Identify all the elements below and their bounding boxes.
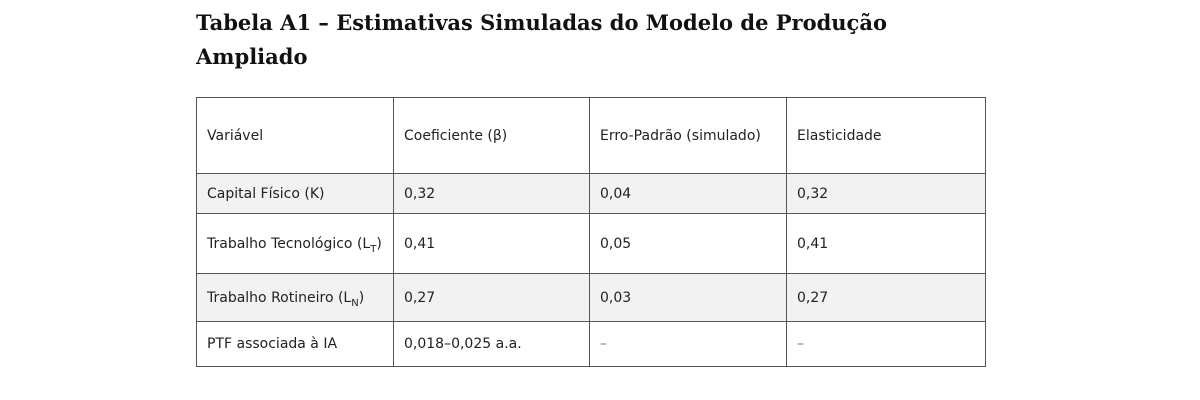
variable-subscript: N xyxy=(351,297,359,309)
cell-std-error: – xyxy=(589,321,787,367)
table-row: PTF associada à IA 0,018–0,025 a.a. – – xyxy=(196,321,986,367)
header-elasticity: Elasticidade xyxy=(786,97,986,174)
variable-subscript: T xyxy=(370,243,377,255)
cell-coefficient: 0,018–0,025 a.a. xyxy=(393,321,590,367)
table-header-row: Variável Coeficiente (β) Erro-Padrão (si… xyxy=(196,97,986,174)
estimates-table: Variável Coeficiente (β) Erro-Padrão (si… xyxy=(196,97,986,367)
cell-coefficient: 0,32 xyxy=(393,173,590,214)
cell-elasticity: 0,27 xyxy=(786,273,986,322)
cell-variable: Capital Físico (K) xyxy=(196,173,394,214)
cell-std-error: 0,03 xyxy=(589,273,787,322)
variable-name: Trabalho Tecnológico (L xyxy=(207,235,371,252)
cell-std-error: 0,04 xyxy=(589,173,787,214)
cell-coefficient: 0,27 xyxy=(393,273,590,322)
variable-name: Trabalho Rotineiro (L xyxy=(207,289,352,306)
header-variable: Variável xyxy=(196,97,394,174)
cell-elasticity: – xyxy=(786,321,986,367)
cell-variable: PTF associada à IA xyxy=(196,321,394,367)
variable-suffix: ) xyxy=(376,235,382,252)
cell-elasticity: 0,32 xyxy=(786,173,986,214)
table-row: Trabalho Tecnológico (LT) 0,41 0,05 0,41 xyxy=(196,213,986,274)
document: Tabela A1 – Estimativas Simuladas do Mod… xyxy=(196,0,996,367)
cell-variable: Trabalho Tecnológico (LT) xyxy=(196,213,394,274)
table-title: Tabela A1 – Estimativas Simuladas do Mod… xyxy=(196,10,887,69)
header-std-error: Erro-Padrão (simulado) xyxy=(589,97,787,174)
cell-coefficient: 0,41 xyxy=(393,213,590,274)
table-row: Capital Físico (K) 0,32 0,04 0,32 xyxy=(196,173,986,214)
header-coefficient: Coeficiente (β) xyxy=(393,97,590,174)
table-row: Trabalho Rotineiro (LN) 0,27 0,03 0,27 xyxy=(196,273,986,322)
variable-suffix: ) xyxy=(358,289,365,306)
cell-std-error: 0,05 xyxy=(589,213,787,274)
cell-variable: Trabalho Rotineiro (LN) xyxy=(196,273,394,322)
cell-elasticity: 0,41 xyxy=(786,213,986,274)
